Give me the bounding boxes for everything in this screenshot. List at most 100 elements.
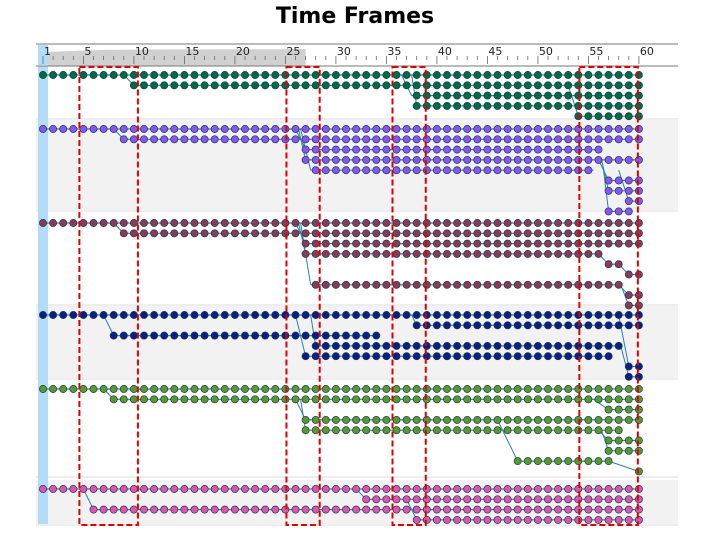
- track-node: [503, 81, 512, 90]
- track-node: [140, 385, 148, 393]
- track-node: [230, 125, 239, 133]
- track-node: [200, 385, 209, 393]
- track-node: [432, 81, 441, 90]
- track-node: [574, 352, 583, 361]
- track-node: [594, 81, 603, 90]
- track-node: [453, 341, 462, 350]
- track-node: [564, 125, 573, 133]
- track-node: [463, 280, 472, 289]
- track-node: [614, 186, 623, 195]
- track-node: [463, 135, 472, 144]
- track-node: [150, 331, 159, 340]
- track-node: [604, 515, 613, 524]
- track-node: [473, 280, 482, 289]
- track-node: [372, 219, 381, 227]
- track-node: [544, 239, 552, 248]
- track-node: [594, 341, 603, 350]
- track-node: [392, 485, 401, 493]
- track-node: [170, 229, 179, 238]
- track-node: [432, 229, 441, 238]
- highlight-frame-1: [78, 66, 139, 526]
- track-node: [150, 81, 159, 90]
- track-node: [412, 426, 421, 435]
- branch-link: [300, 399, 307, 431]
- track-node: [614, 91, 623, 100]
- track-node: [493, 166, 502, 175]
- track-node: [503, 485, 512, 493]
- track: [634, 467, 643, 476]
- track-node: [331, 71, 340, 79]
- track-node: [412, 166, 421, 175]
- track-node: [432, 71, 441, 79]
- track-node: [584, 229, 593, 238]
- track-node: [412, 395, 421, 404]
- track-node: [382, 239, 391, 248]
- highlight-frames: [78, 66, 639, 526]
- track-node: [523, 341, 532, 350]
- track-node: [180, 229, 189, 238]
- track-node: [624, 155, 633, 164]
- track-node: [584, 239, 593, 248]
- track-node: [604, 101, 613, 110]
- track-node: [422, 91, 431, 100]
- track-node: [453, 125, 462, 133]
- track-node: [362, 71, 371, 79]
- track-node: [180, 81, 189, 90]
- track-node: [402, 135, 411, 144]
- track-node: [281, 311, 290, 319]
- track-node: [412, 239, 421, 248]
- track-node: [362, 505, 371, 514]
- track-node: [604, 280, 613, 289]
- track-node: [311, 352, 320, 361]
- track-node: [372, 311, 381, 319]
- track-node: [523, 249, 532, 258]
- track-node: [463, 485, 472, 493]
- track-node: [342, 352, 350, 361]
- track-node: [604, 321, 613, 330]
- track-node: [342, 341, 350, 350]
- track-node: [160, 395, 169, 404]
- track-node: [271, 135, 280, 144]
- track-node: [352, 135, 361, 144]
- track-node: [352, 249, 361, 258]
- track-node: [220, 385, 229, 393]
- track-node: [584, 505, 593, 514]
- track-node: [513, 155, 522, 164]
- track-node: [554, 229, 563, 238]
- track-node: [422, 311, 431, 319]
- track-node: [483, 125, 492, 133]
- track-node: [109, 385, 118, 393]
- track-node: [493, 505, 502, 514]
- track-node: [483, 321, 492, 330]
- track-node: [513, 135, 522, 144]
- track-node: [624, 176, 633, 185]
- track-node: [584, 415, 593, 424]
- track-node: [160, 81, 169, 90]
- track-node: [513, 145, 522, 154]
- track-node: [412, 145, 421, 154]
- track-node: [301, 505, 310, 514]
- track-node: [331, 155, 340, 164]
- track-node: [453, 71, 462, 79]
- track-node: [342, 239, 350, 248]
- track-node: [584, 352, 593, 361]
- track-node: [140, 81, 148, 90]
- track-node: [241, 331, 249, 340]
- tick-label-25: 25: [286, 45, 300, 58]
- track: [624, 270, 643, 279]
- track-node: [170, 505, 179, 514]
- track-node: [352, 426, 361, 435]
- track-node: [321, 71, 330, 79]
- tick-label-1: 1: [44, 45, 51, 58]
- track-node: [564, 415, 573, 424]
- track-node: [301, 249, 310, 258]
- track-node: [624, 219, 633, 227]
- track-node: [614, 415, 623, 424]
- track-node: [301, 81, 310, 90]
- track-node: [463, 415, 472, 424]
- track-node: [473, 495, 482, 504]
- track-node: [331, 485, 340, 493]
- track-node: [261, 395, 270, 404]
- track-node: [422, 101, 431, 110]
- track-node: [79, 71, 88, 79]
